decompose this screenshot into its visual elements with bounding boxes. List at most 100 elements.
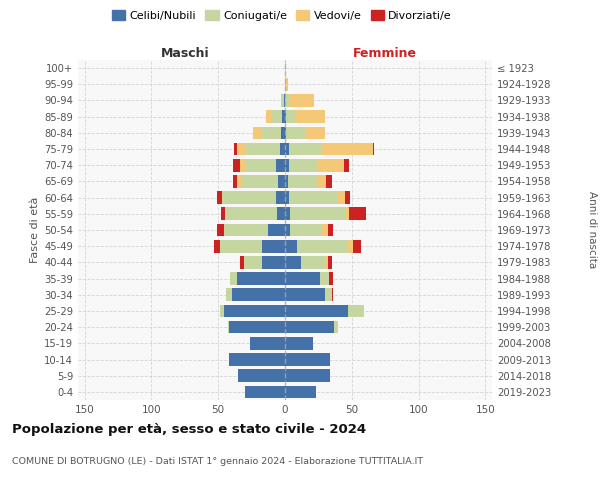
Bar [226,288,232,301]
Bar [285,321,334,334]
Bar [285,94,290,107]
Bar [239,256,244,268]
Bar [285,224,290,236]
Text: Maschi: Maschi [161,47,209,60]
Legend: Celibi/Nubili, Coniugati/e, Vedovi/e, Divorziati/e: Celibi/Nubili, Coniugati/e, Vedovi/e, Di… [110,8,454,23]
Bar [289,192,338,204]
Bar [286,126,305,139]
Bar [250,337,285,349]
Bar [222,192,275,204]
Text: Femmine: Femmine [353,47,417,60]
Bar [233,175,237,188]
Bar [285,110,286,123]
Bar [334,321,338,334]
Bar [217,224,224,236]
Bar [325,256,328,268]
Bar [280,142,285,156]
Bar [285,159,289,172]
Bar [237,142,246,156]
Bar [275,192,285,204]
Bar [317,159,344,172]
Bar [227,321,229,334]
Bar [348,304,364,318]
Bar [225,208,277,220]
Bar [241,175,278,188]
Bar [287,175,319,188]
Bar [229,321,285,334]
Bar [277,208,285,220]
Bar [220,304,224,318]
Bar [285,304,348,318]
Bar [224,224,268,236]
Bar [245,386,285,398]
Bar [338,192,345,204]
Bar [373,142,374,156]
Bar [262,126,281,139]
Bar [345,192,350,204]
Bar [322,142,373,156]
Bar [285,337,313,349]
Bar [244,256,262,268]
Text: Popolazione per età, sesso e stato civile - 2024: Popolazione per età, sesso e stato civil… [12,422,366,436]
Bar [286,110,296,123]
Bar [234,142,237,156]
Bar [275,159,285,172]
Text: Anni di nascita: Anni di nascita [587,192,597,268]
Bar [285,353,331,366]
Bar [286,78,287,90]
Bar [346,208,349,220]
Bar [326,175,332,188]
Bar [289,142,322,156]
Bar [290,208,346,220]
Bar [285,370,331,382]
Bar [285,62,286,74]
Bar [328,256,332,268]
Bar [268,224,285,236]
Bar [239,159,245,172]
Bar [322,224,328,236]
Bar [232,288,285,301]
Bar [305,126,325,139]
Bar [233,159,239,172]
Bar [238,370,285,382]
Bar [285,386,316,398]
Bar [217,192,222,204]
Y-axis label: Fasce di età: Fasce di età [30,197,40,263]
Bar [301,256,325,268]
Bar [281,94,283,107]
Bar [285,208,290,220]
Bar [285,192,289,204]
Text: COMUNE DI BOTRUGNO (LE) - Dati ISTAT 1° gennaio 2024 - Elaborazione TUTTITALIA.I: COMUNE DI BOTRUGNO (LE) - Dati ISTAT 1° … [12,458,423,466]
Bar [348,240,353,252]
Bar [285,126,286,139]
Bar [319,175,326,188]
Bar [221,208,225,220]
Bar [332,288,333,301]
Bar [353,240,361,252]
Bar [246,142,280,156]
Bar [344,159,349,172]
Bar [230,272,237,285]
Bar [285,256,301,268]
Bar [297,240,348,252]
Bar [290,224,322,236]
Bar [285,78,286,90]
Bar [285,272,320,285]
Bar [325,288,332,301]
Bar [283,94,284,107]
Bar [237,175,241,188]
Bar [281,126,285,139]
Bar [289,159,317,172]
Bar [285,288,325,301]
Bar [224,304,285,318]
Bar [283,110,285,123]
Bar [272,110,283,123]
Bar [262,240,285,252]
Bar [262,256,285,268]
Bar [290,94,314,107]
Bar [284,94,285,107]
Bar [349,208,367,220]
Bar [285,240,297,252]
Bar [253,126,262,139]
Bar [278,175,285,188]
